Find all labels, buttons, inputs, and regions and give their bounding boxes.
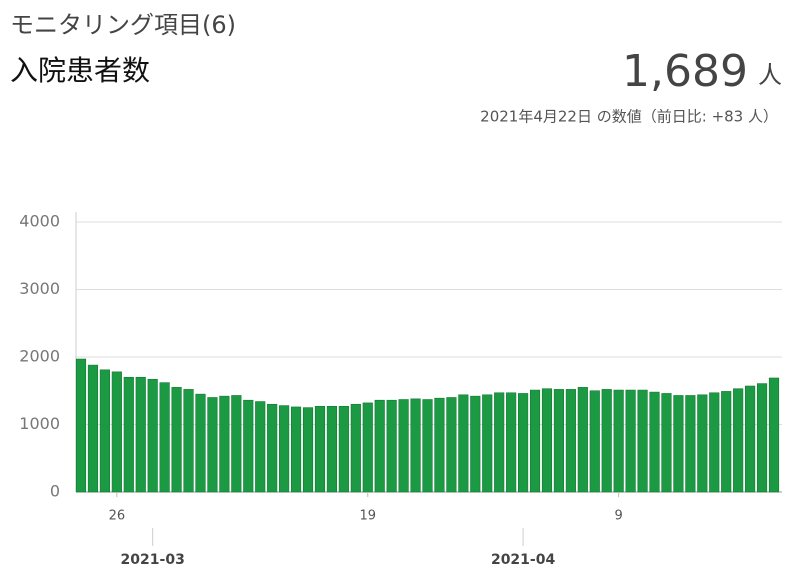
- bar: [183, 389, 194, 493]
- bar: [410, 398, 421, 493]
- x-tick-label: 26: [109, 509, 126, 524]
- bar: [123, 376, 134, 493]
- y-tick-label: 4000: [19, 212, 60, 231]
- bar: [589, 390, 600, 493]
- bar: [470, 395, 481, 493]
- month-label: 2021-03: [121, 552, 185, 568]
- bar: [721, 391, 732, 493]
- bar: [207, 397, 218, 493]
- bar: [745, 385, 756, 493]
- bar: [553, 389, 565, 493]
- bar: [135, 376, 146, 493]
- bar: [267, 403, 278, 493]
- bar: [362, 402, 373, 493]
- current-value: 1,689: [622, 46, 748, 97]
- x-tick-label: 9: [615, 509, 623, 524]
- y-tick-label: 1000: [19, 414, 60, 433]
- bar: [577, 387, 588, 493]
- bar: [302, 407, 314, 493]
- bar: [529, 389, 541, 493]
- bar: [661, 393, 672, 493]
- y-tick-label: 0: [50, 482, 60, 501]
- bar: [279, 405, 290, 493]
- bar: [685, 395, 696, 493]
- bar: [111, 371, 122, 493]
- bar: [541, 388, 553, 493]
- bar: [613, 389, 624, 493]
- bar: [446, 397, 457, 493]
- x-tick-label: 19: [359, 509, 376, 524]
- bar: [709, 392, 720, 493]
- bar: [326, 405, 337, 493]
- bar: [649, 391, 660, 493]
- bar: [482, 394, 493, 493]
- bar: [756, 383, 768, 493]
- bar: [290, 406, 302, 493]
- bar: [673, 395, 684, 493]
- bar: [625, 389, 636, 493]
- bar: [350, 403, 361, 493]
- note: 2021年4月22日 の数値（前日比: +83 人）: [480, 108, 778, 126]
- bar: [733, 388, 744, 493]
- bar: [458, 394, 469, 493]
- bar: [99, 369, 110, 493]
- bar: [147, 378, 158, 493]
- bar: [565, 389, 576, 493]
- bar: [159, 382, 170, 493]
- unit: 人: [758, 61, 782, 89]
- bar: [697, 394, 708, 493]
- bar: [506, 392, 517, 493]
- bar: [171, 387, 182, 493]
- bar: [219, 395, 230, 493]
- bar: [768, 377, 780, 493]
- bar: [422, 399, 433, 493]
- y-tick-label: 3000: [19, 279, 60, 298]
- bar: [637, 389, 648, 493]
- bar: [75, 358, 87, 493]
- bar: [518, 393, 529, 493]
- bar: [398, 399, 409, 493]
- title: 入院患者数: [10, 54, 150, 87]
- bar: [231, 395, 242, 493]
- section-title: モニタリング項目(6): [10, 11, 236, 39]
- bar: [494, 392, 505, 493]
- y-tick-label: 2000: [19, 347, 60, 366]
- month-label: 2021-04: [491, 552, 556, 568]
- bar: [195, 393, 206, 493]
- bar: [434, 397, 445, 493]
- bar: [243, 399, 254, 493]
- bar: [255, 401, 266, 493]
- bar: [601, 389, 612, 493]
- bar: [338, 405, 349, 493]
- bar: [374, 399, 385, 493]
- bar: [386, 399, 397, 493]
- bar: [87, 364, 99, 493]
- bar: [314, 405, 326, 493]
